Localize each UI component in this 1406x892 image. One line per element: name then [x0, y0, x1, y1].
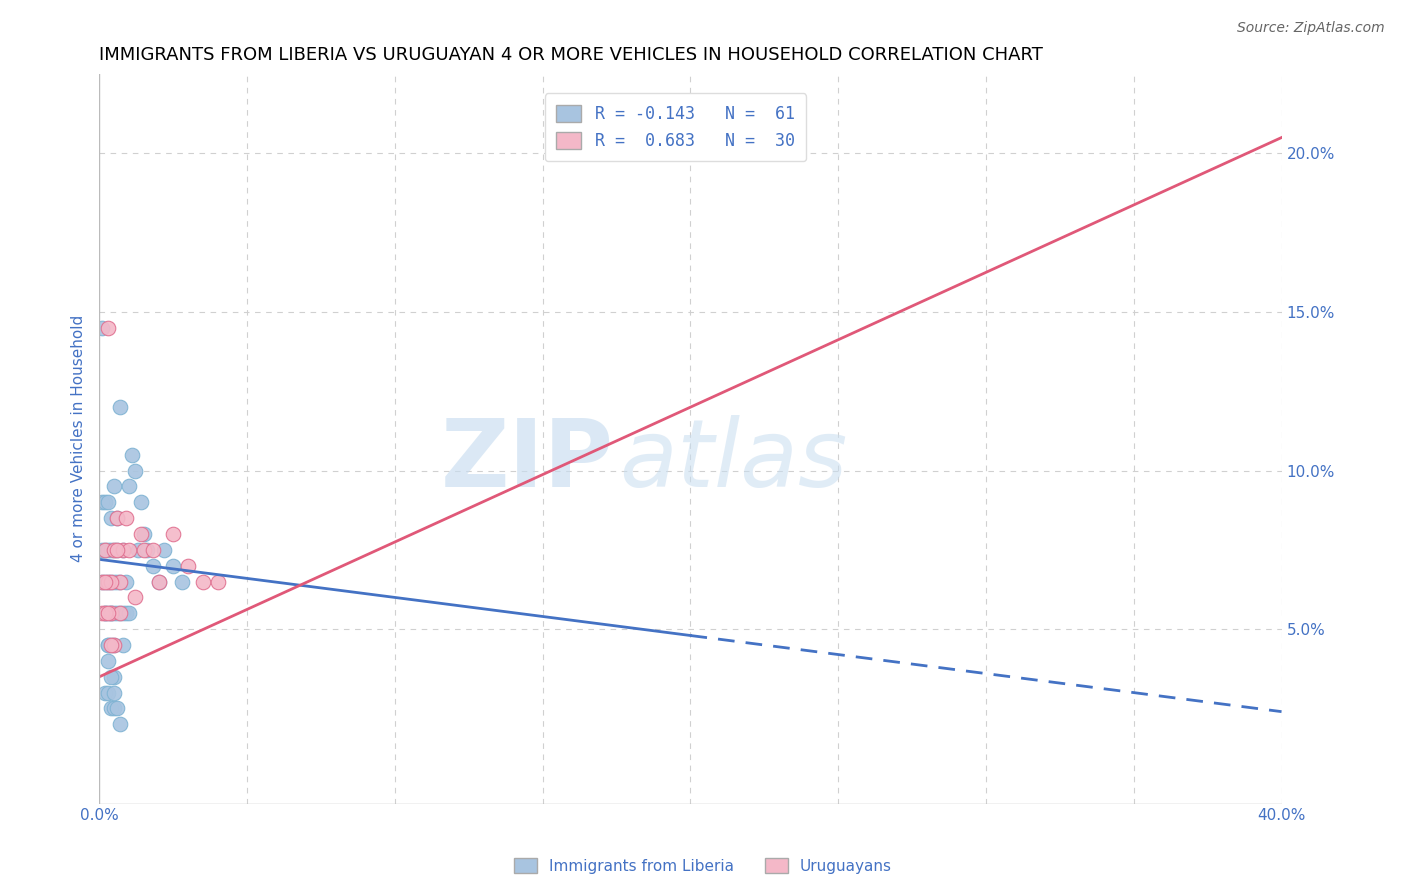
Point: [94, 574, 117, 589]
Point: [91, 495, 114, 509]
Point: [94, 542, 117, 557]
Point: [91, 607, 114, 621]
Point: [148, 574, 170, 589]
Point: [129, 495, 152, 509]
Text: atlas: atlas: [620, 416, 848, 507]
Point: [105, 511, 128, 525]
Point: [135, 542, 157, 557]
Point: [97, 685, 120, 699]
Point: [132, 527, 155, 541]
Point: [148, 574, 170, 589]
Point: [142, 542, 165, 557]
Point: [177, 558, 200, 573]
Point: [94, 495, 117, 509]
Point: [100, 638, 122, 652]
Point: [103, 574, 125, 589]
Text: Source: ZipAtlas.com: Source: ZipAtlas.com: [1237, 21, 1385, 35]
Point: [100, 607, 122, 621]
Point: [91, 574, 114, 589]
Point: [100, 607, 122, 621]
Point: [100, 607, 122, 621]
Point: [162, 558, 184, 573]
Point: [115, 574, 138, 589]
Point: [105, 511, 128, 525]
Point: [105, 701, 128, 715]
Point: [129, 527, 152, 541]
Point: [142, 558, 165, 573]
Point: [153, 542, 176, 557]
Point: [108, 400, 131, 414]
Point: [103, 670, 125, 684]
Point: [103, 479, 125, 493]
Point: [118, 607, 141, 621]
Point: [108, 717, 131, 731]
Legend: Immigrants from Liberia, Uruguayans: Immigrants from Liberia, Uruguayans: [508, 852, 898, 880]
Point: [103, 607, 125, 621]
Point: [100, 670, 122, 684]
Point: [103, 542, 125, 557]
Point: [97, 638, 120, 652]
Point: [105, 574, 128, 589]
Point: [112, 542, 135, 557]
Point: [100, 701, 122, 715]
Point: [172, 574, 194, 589]
Point: [127, 542, 149, 557]
Point: [100, 511, 122, 525]
Text: IMMIGRANTS FROM LIBERIA VS URUGUAYAN 4 OR MORE VEHICLES IN HOUSEHOLD CORRELATION: IMMIGRANTS FROM LIBERIA VS URUGUAYAN 4 O…: [100, 46, 1043, 64]
Point: [191, 574, 214, 589]
Text: ZIP: ZIP: [440, 415, 613, 507]
Point: [105, 607, 128, 621]
Point: [91, 574, 114, 589]
Point: [100, 574, 122, 589]
Point: [103, 542, 125, 557]
Point: [97, 495, 120, 509]
Point: [103, 638, 125, 652]
Point: [94, 542, 117, 557]
Point: [97, 574, 120, 589]
Point: [124, 591, 146, 605]
Point: [118, 479, 141, 493]
Point: [91, 542, 114, 557]
Point: [94, 607, 117, 621]
Point: [108, 574, 131, 589]
Point: [100, 638, 122, 652]
Point: [94, 685, 117, 699]
Point: [112, 542, 135, 557]
Point: [768, 130, 790, 145]
Point: [108, 574, 131, 589]
Point: [97, 607, 120, 621]
Point: [115, 607, 138, 621]
Point: [97, 607, 120, 621]
Point: [132, 542, 155, 557]
Y-axis label: 4 or more Vehicles in Household: 4 or more Vehicles in Household: [72, 315, 86, 563]
Point: [121, 448, 143, 462]
Point: [207, 574, 229, 589]
Point: [112, 638, 135, 652]
Point: [100, 542, 122, 557]
Point: [108, 607, 131, 621]
Legend: R = -0.143   N =  61, R =  0.683   N =  30: R = -0.143 N = 61, R = 0.683 N = 30: [544, 94, 806, 161]
Point: [118, 542, 141, 557]
Point: [115, 511, 138, 525]
Point: [97, 542, 120, 557]
Point: [100, 574, 122, 589]
Point: [97, 574, 120, 589]
Point: [103, 701, 125, 715]
Point: [105, 542, 128, 557]
Point: [94, 607, 117, 621]
Point: [97, 321, 120, 335]
Point: [94, 607, 117, 621]
Point: [91, 321, 114, 335]
Point: [94, 574, 117, 589]
Point: [103, 685, 125, 699]
Point: [112, 607, 135, 621]
Point: [108, 607, 131, 621]
Point: [124, 464, 146, 478]
Point: [103, 638, 125, 652]
Point: [105, 542, 128, 557]
Point: [97, 654, 120, 668]
Point: [162, 527, 184, 541]
Point: [97, 638, 120, 652]
